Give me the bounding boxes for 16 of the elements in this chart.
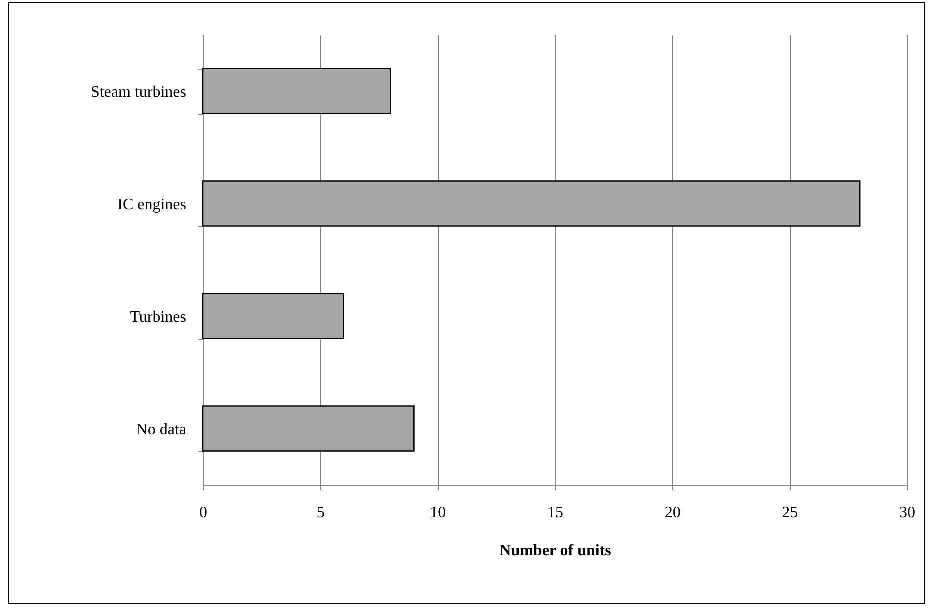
bar xyxy=(202,68,392,114)
bar xyxy=(202,293,344,340)
x-tick-label: 25 xyxy=(782,504,798,522)
x-tick-label: 15 xyxy=(548,504,564,522)
x-tick-label: 20 xyxy=(664,504,681,522)
y-tick-label: IC engines xyxy=(118,196,186,214)
x-tick-label: 0 xyxy=(200,504,208,522)
x-axis-title: Number of units xyxy=(500,542,612,560)
x-tick-label: 5 xyxy=(316,504,325,522)
bar xyxy=(202,406,415,452)
y-tick-label: Turbines xyxy=(130,308,186,326)
y-tick-label: No data xyxy=(136,421,186,438)
y-tick-label: Steam turbines xyxy=(90,84,186,101)
x-tick-label: 10 xyxy=(430,504,446,522)
x-tick-label: 30 xyxy=(900,504,916,522)
bar xyxy=(202,180,861,227)
